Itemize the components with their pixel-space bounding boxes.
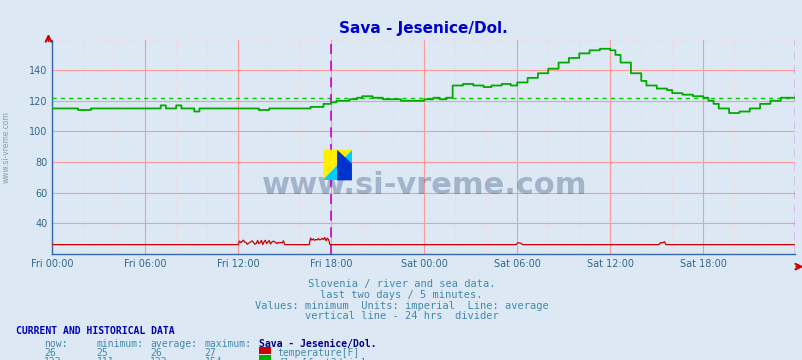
Text: now:: now:	[44, 339, 67, 350]
Text: 26: 26	[44, 348, 56, 358]
Text: Values: minimum  Units: imperial  Line: average: Values: minimum Units: imperial Line: av…	[254, 301, 548, 311]
Text: average:: average:	[150, 339, 197, 350]
Polygon shape	[323, 150, 351, 180]
Text: minimum:: minimum:	[96, 339, 144, 350]
Text: www.si-vreme.com: www.si-vreme.com	[2, 111, 10, 183]
Polygon shape	[323, 150, 351, 180]
Text: 154: 154	[205, 357, 222, 360]
Text: 123: 123	[44, 357, 62, 360]
Polygon shape	[337, 150, 351, 180]
Text: temperature[F]: temperature[F]	[277, 348, 359, 358]
Text: last two days / 5 minutes.: last two days / 5 minutes.	[320, 290, 482, 300]
Text: Sava - Jesenice/Dol.: Sava - Jesenice/Dol.	[258, 339, 375, 350]
Text: 111: 111	[96, 357, 114, 360]
Text: www.si-vreme.com: www.si-vreme.com	[261, 171, 586, 200]
Text: Slovenia / river and sea data.: Slovenia / river and sea data.	[307, 279, 495, 289]
Text: 25: 25	[96, 348, 108, 358]
Text: 26: 26	[150, 348, 162, 358]
Text: CURRENT AND HISTORICAL DATA: CURRENT AND HISTORICAL DATA	[16, 326, 175, 336]
Text: maximum:: maximum:	[205, 339, 252, 350]
Text: 122: 122	[150, 357, 168, 360]
Text: vertical line - 24 hrs  divider: vertical line - 24 hrs divider	[304, 311, 498, 321]
Text: flow[foot3/min]: flow[foot3/min]	[277, 357, 366, 360]
Title: Sava - Jesenice/Dol.: Sava - Jesenice/Dol.	[338, 21, 508, 36]
Text: 27: 27	[205, 348, 217, 358]
